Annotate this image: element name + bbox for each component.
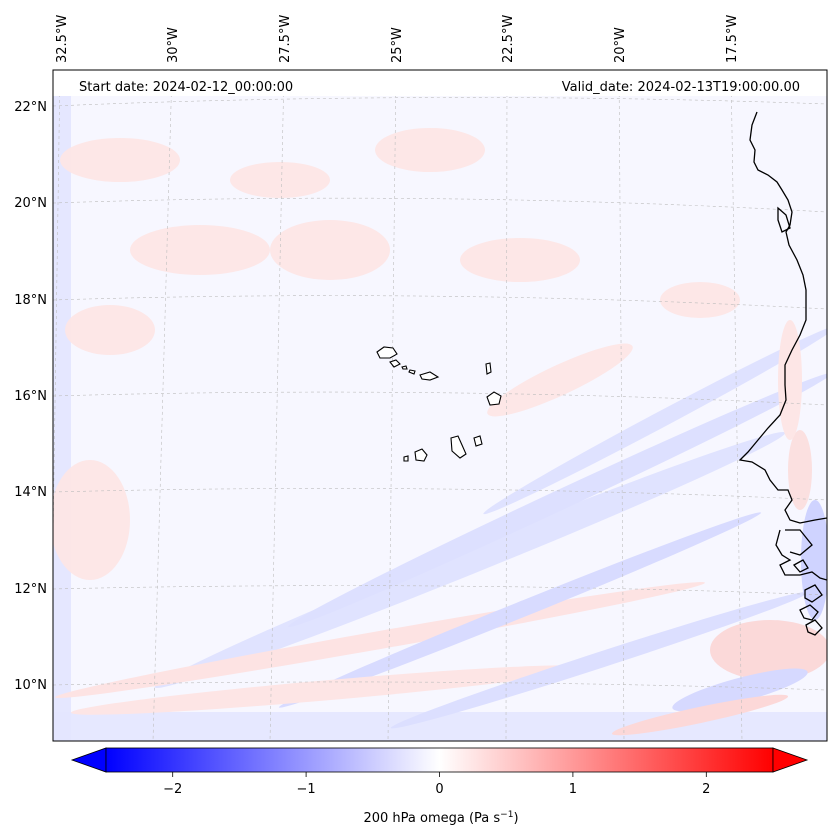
colorbar-min-extend <box>70 747 107 773</box>
start-date-label: Start date: 2024-02-12_00:00:00 <box>79 80 293 95</box>
lat-label: 20°N <box>14 196 47 211</box>
colorbar-tick-label: −1 <box>297 782 316 797</box>
island-sao-vicente <box>389 359 401 368</box>
header-band <box>53 70 827 96</box>
lon-label: 27.5°W <box>278 15 293 63</box>
omega-field-left-band <box>53 70 71 741</box>
island-brava <box>403 455 409 462</box>
lon-label: 17.5°W <box>725 15 740 63</box>
colorbar-tick-label: 2 <box>702 782 710 797</box>
map-frame <box>52 69 828 742</box>
map-panel <box>53 70 827 741</box>
colorbar-max-extend <box>772 747 809 773</box>
colorbar-label: 200 hPa omega (Pa s−1) <box>363 810 518 826</box>
colorbar-tick-label: −2 <box>163 782 182 797</box>
valid-date-label: Valid_date: 2024-02-13T19:00:00.00 <box>562 80 800 95</box>
lat-label: 14°N <box>14 485 47 500</box>
lat-label: 22°N <box>14 100 47 115</box>
colorbar: −2 −1 0 1 2 200 hPa omega (Pa s−1) <box>70 747 809 826</box>
lat-label: 16°N <box>14 389 47 404</box>
longitude-labels: 32.5°W 30°W 27.5°W 25°W 22.5°W 20°W 17.5… <box>55 15 740 63</box>
island-santa-luzia <box>401 365 408 370</box>
lon-label: 20°W <box>613 27 628 63</box>
island-maio <box>473 435 483 447</box>
omega-positive-patches <box>53 128 740 580</box>
lon-label: 22.5°W <box>501 15 516 63</box>
colorbar-bar <box>105 747 774 773</box>
latitude-labels: 22°N 20°N 18°N 16°N 14°N 12°N 10°N <box>14 100 47 693</box>
lon-label: 25°W <box>390 27 405 63</box>
longitude-gridlines <box>53 70 743 741</box>
colorbar-ticks: −2 −1 0 1 2 <box>163 772 710 797</box>
coastline-africa <box>738 111 827 636</box>
island-santo-antao <box>376 346 398 359</box>
island-fogo <box>414 448 428 462</box>
island-santiago <box>450 435 467 459</box>
lat-label: 18°N <box>14 293 47 308</box>
omega-diagonal-bands <box>55 325 827 729</box>
colorbar-tick-label: 1 <box>569 782 577 797</box>
lon-label: 32.5°W <box>55 15 70 63</box>
island-sao-nicolau-a <box>408 369 416 375</box>
omega-coastal-textures <box>611 320 827 736</box>
island-boa-vista <box>486 391 502 406</box>
latitude-gridlines <box>53 97 827 691</box>
cape-verde-islands <box>376 346 502 462</box>
lat-label: 12°N <box>14 582 47 597</box>
lat-label: 10°N <box>14 678 47 693</box>
island-sal <box>485 362 492 375</box>
island-sao-nicolau <box>419 371 440 381</box>
lon-label: 30°W <box>166 27 181 63</box>
colorbar-tick-label: 0 <box>435 782 443 797</box>
